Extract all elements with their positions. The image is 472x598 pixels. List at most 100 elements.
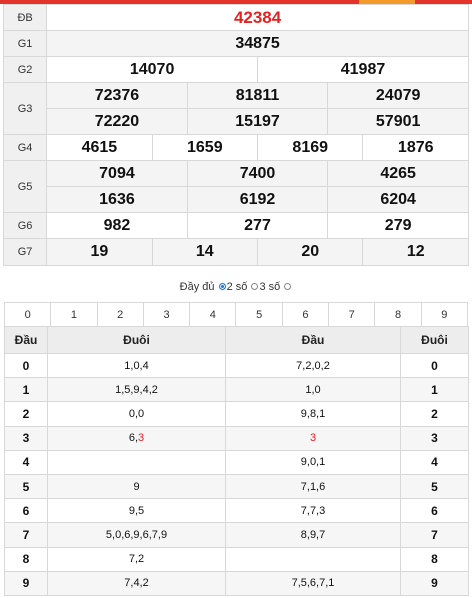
loto-heads: 8,9,7: [225, 522, 401, 548]
prize-value: 81811: [186, 82, 329, 109]
loto-key-text: 0: [22, 358, 30, 373]
digit-filter-8[interactable]: 8: [374, 302, 422, 327]
loto-heads-text: 9,8,1: [300, 407, 326, 420]
loto-key-text: 2: [22, 406, 30, 421]
digit-filter-1[interactable]: 1: [50, 302, 98, 327]
loto-tails: 7,4,2: [47, 570, 226, 596]
loto-heads: 3: [225, 425, 401, 451]
prize-value: 24079: [327, 82, 469, 109]
table-row: 5 9 7,1,6 5: [4, 473, 469, 500]
digit-filter-9[interactable]: 9: [420, 302, 469, 327]
prize-value: 6204: [327, 186, 469, 213]
prize-row-g3: G3 72376 81811 24079: [2, 82, 469, 135]
loto-heads-text: 7,7,3: [300, 504, 326, 517]
loto-heads-text: 7,2,0,2: [296, 359, 330, 372]
option-full-label[interactable]: Đầy đủ: [179, 281, 215, 293]
loto-table: Đầu Đuôi Đầu Đuôi 0 1,0,4 7,2,0,2 0 1 1,5,9,4…: [4, 326, 469, 596]
loto-key-text: 3: [22, 431, 30, 446]
loto-tails: 1,5,9,4,2: [47, 377, 226, 403]
loto-key-2-text: 1: [431, 382, 438, 397]
loto-heads: 7,1,6: [225, 473, 401, 500]
loto-key-2: 3: [400, 425, 469, 451]
loto-heads: 7,5,6,7,1: [225, 570, 401, 596]
loto-tails: 6,3: [47, 425, 226, 451]
loto-key-text: 1: [22, 382, 30, 397]
prize-value: 8169: [257, 134, 364, 161]
prize-value: 1876: [362, 134, 469, 161]
loto-key: 6: [4, 498, 48, 524]
loto-tails: [47, 449, 226, 475]
loto-key: 1: [4, 377, 48, 403]
loto-tails-text: 1,0,4: [124, 359, 149, 372]
loto-header-row: Đầu Đuôi Đầu Đuôi: [4, 326, 469, 354]
prize-row-g5: G5 7094 7400 4265: [2, 160, 469, 213]
loto-tails-text: 5,0,6,9,6,7,9: [105, 528, 168, 541]
loto-tails-text: 6,: [128, 432, 139, 445]
digit-filter-7[interactable]: 7: [328, 302, 376, 327]
loto-key-2: 4: [400, 449, 469, 475]
prize-value: 14: [151, 238, 259, 266]
loto-heads-highlight: 3: [309, 432, 317, 445]
prize-row-g2: G2 14070 41987: [2, 56, 469, 83]
loto-tails: 7,2: [47, 546, 226, 572]
loto-key: 4: [4, 449, 48, 475]
prize-row-g7: G7 19 14 20 12: [2, 238, 469, 266]
radio-three-digits[interactable]: [251, 283, 259, 291]
loto-heads-text: 7,5,6,7,1: [291, 577, 335, 590]
prize-value: 279: [327, 212, 469, 239]
prize-value: 6192: [186, 186, 329, 213]
prize-value: 42384: [46, 4, 469, 31]
prize-value: 4615: [46, 134, 153, 161]
prize-value: 41987: [257, 56, 469, 83]
loto-heads: [225, 546, 401, 572]
prize-row-g6: G6 982 277 279: [2, 212, 469, 239]
radio-two-digits[interactable]: [218, 283, 226, 291]
loto-key-text: 5: [22, 479, 30, 494]
digit-filter-3[interactable]: 3: [142, 302, 191, 327]
prize-row-g5b: 1636 6192 6204: [4, 186, 469, 213]
loto-key-2: 9: [400, 570, 469, 596]
table-row: 1 1,5,9,4,2 1,0 1: [4, 377, 469, 403]
prize-value: 72220: [46, 108, 188, 135]
loto-tails-text: 7,2: [128, 553, 145, 566]
loto-key-text: 4: [22, 455, 30, 470]
loto-heads: 7,7,3: [225, 498, 401, 524]
loto-key: 7: [4, 522, 48, 548]
prize-label: G6: [2, 212, 48, 239]
prize-value: 982: [46, 212, 188, 239]
loto-key: 3: [4, 425, 48, 451]
loto-key-2: 7: [400, 522, 469, 548]
table-row: 8 7,2 8: [4, 546, 469, 572]
option-two-label[interactable]: 2 số: [226, 281, 248, 293]
loto-key-2: 0: [400, 352, 469, 379]
header-dau-2: Đầu: [225, 326, 401, 354]
loto-key-text: 8: [22, 552, 30, 567]
loto-key-2: 5: [400, 473, 469, 500]
prize-value: 14070: [46, 56, 259, 83]
loto-key-2-text: 5: [431, 479, 438, 494]
option-three-label[interactable]: 3 số: [259, 281, 281, 293]
prize-value: 19: [46, 238, 153, 266]
digit-filter-5[interactable]: 5: [235, 302, 283, 327]
prize-row-g1: G1 34875: [2, 30, 469, 57]
loto-tails: 5,0,6,9,6,7,9: [47, 522, 226, 548]
digit-filter-6[interactable]: 6: [281, 302, 330, 327]
digit-filter-bar: 0 1 2 3 4 5 6 7 8 9: [3, 302, 469, 327]
prize-value: 1659: [151, 134, 259, 161]
table-row: 7 5,0,6,9,6,7,9 8,9,7 7: [4, 522, 469, 548]
digit-filter-4[interactable]: 4: [189, 302, 237, 327]
radio-extra[interactable]: [284, 283, 292, 291]
header-duoi-2: Đuôi: [400, 326, 469, 354]
loto-heads-text: 1,0: [305, 383, 321, 396]
prize-row-g3b: 72220 15197 57901: [4, 108, 469, 135]
loto-key-text: 6: [22, 503, 30, 518]
loto-key-2: 2: [400, 401, 469, 427]
prize-value: 4265: [327, 160, 469, 187]
loto-heads-text: 9,0,1: [300, 456, 326, 469]
digit-filter-2[interactable]: 2: [96, 302, 144, 327]
loto-heads: 9,8,1: [225, 401, 401, 427]
loto-tails-text: 9: [133, 480, 140, 493]
loto-tails-text: 1,5,9,4,2: [115, 383, 158, 396]
digit-filter-0[interactable]: 0: [3, 302, 52, 327]
loto-heads-text: 8,9,7: [300, 528, 326, 541]
